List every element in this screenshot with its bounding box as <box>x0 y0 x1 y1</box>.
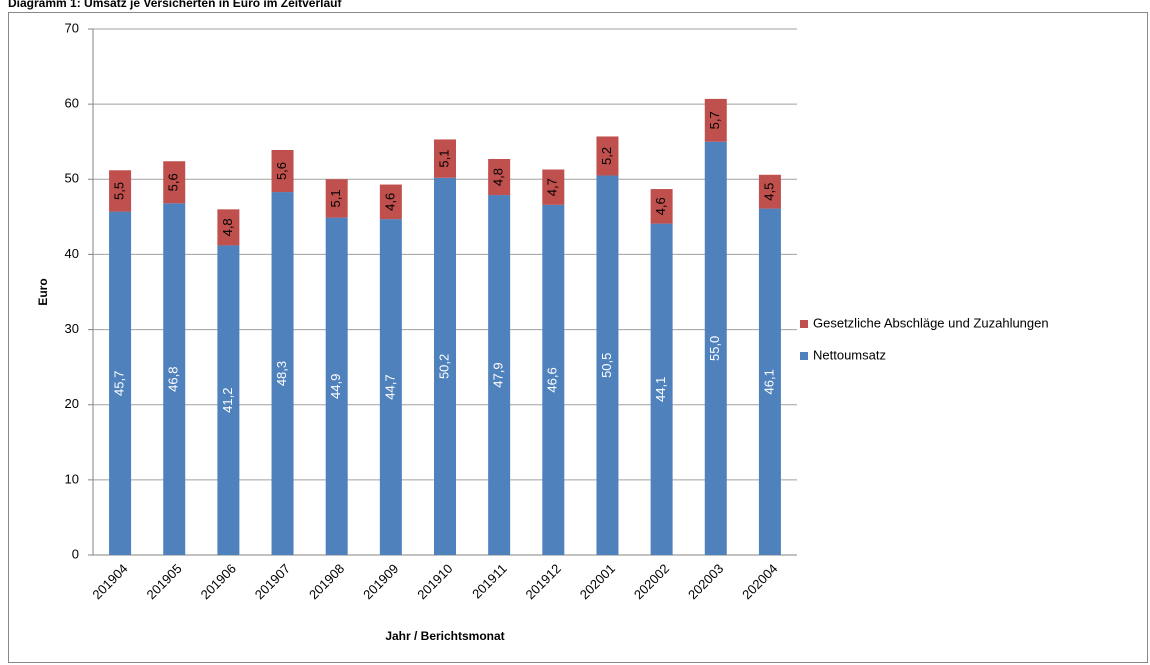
bar-segment <box>488 158 511 196</box>
data-label: 44,9 <box>328 374 343 399</box>
y-tick-label: 50 <box>65 171 79 186</box>
x-tick-label: 201907 <box>252 561 293 602</box>
x-tick-label: 202004 <box>739 561 780 602</box>
x-tick-label: 201908 <box>306 561 347 602</box>
chart-title: Diagramm 1: Umsatz je Versicherten in Eu… <box>8 0 342 10</box>
bar-segment <box>379 219 402 555</box>
bar-segment <box>650 223 673 555</box>
data-label: 5,5 <box>112 182 127 200</box>
data-label: 5,1 <box>328 189 343 207</box>
bar-segment <box>217 209 240 246</box>
legend-label: Gesetzliche Abschläge und Zuzahlungen <box>813 315 1049 330</box>
data-label: 50,2 <box>436 354 451 379</box>
data-label: 46,6 <box>545 367 560 392</box>
x-tick-label: 201911 <box>469 561 510 602</box>
bar-segment <box>109 170 132 212</box>
data-label: 41,2 <box>220 388 235 413</box>
legend-label: Nettoumsatz <box>813 347 886 362</box>
bar-segment <box>379 184 402 220</box>
y-tick-label: 30 <box>65 321 79 336</box>
data-label: 4,8 <box>491 168 506 186</box>
legend-swatch <box>800 320 808 328</box>
data-label: 4,6 <box>382 193 397 211</box>
x-tick-label: 201905 <box>143 561 184 602</box>
bar-segment <box>542 204 565 555</box>
bar-segment <box>271 149 294 193</box>
bar-segment <box>434 177 456 556</box>
y-axis-label: Euro <box>36 278 50 305</box>
data-label: 48,3 <box>274 361 289 386</box>
bar-segment <box>163 161 186 204</box>
data-label: 4,7 <box>545 178 560 196</box>
bar-segment <box>596 136 619 176</box>
bar-segment <box>758 174 781 209</box>
data-label: 5,1 <box>436 150 451 168</box>
x-tick-label: 201906 <box>198 561 239 602</box>
data-label: 50,5 <box>599 353 614 378</box>
bar-segment <box>271 192 294 555</box>
y-tick-label: 70 <box>65 20 79 35</box>
legend-swatch <box>800 352 808 360</box>
y-tick-label: 20 <box>65 396 79 411</box>
data-label: 44,7 <box>382 374 397 399</box>
y-tick-label: 60 <box>65 96 79 111</box>
data-label: 5,7 <box>707 111 722 129</box>
data-label: 44,1 <box>653 377 668 402</box>
bar-segment <box>596 175 619 555</box>
x-tick-label: 201910 <box>414 561 455 602</box>
bar-segment <box>163 203 186 555</box>
y-tick-label: 0 <box>72 546 79 561</box>
bar-segment <box>704 141 727 555</box>
x-tick-label: 202001 <box>577 561 618 602</box>
data-label: 5,6 <box>166 173 181 191</box>
bar-segment <box>650 189 673 224</box>
data-label: 46,8 <box>166 367 181 392</box>
bar-segment <box>758 208 781 555</box>
x-axis-label: Jahr / Berichtsmonat <box>385 629 504 643</box>
y-tick-label: 10 <box>65 471 79 486</box>
data-label: 5,2 <box>599 147 614 165</box>
bar-segment <box>488 195 511 555</box>
y-tick-label: 40 <box>65 246 79 261</box>
x-tick-label: 202003 <box>685 561 726 602</box>
data-label: 4,5 <box>761 183 776 201</box>
bar-segment <box>325 217 348 555</box>
x-tick-label: 201904 <box>89 561 130 602</box>
data-label: 47,9 <box>491 362 506 387</box>
x-tick-label: 202002 <box>631 561 672 602</box>
data-label: 5,6 <box>274 162 289 180</box>
x-tick-label: 201912 <box>523 561 564 602</box>
data-label: 55,0 <box>707 336 722 361</box>
bar-segment <box>325 179 348 218</box>
bar-segment <box>434 139 456 178</box>
bar-segment <box>109 211 132 555</box>
chart-border <box>8 12 1148 663</box>
data-label: 4,6 <box>653 197 668 215</box>
data-label: 46,1 <box>761 369 776 394</box>
bar-segment <box>704 98 727 142</box>
bar-segment <box>542 169 565 205</box>
data-label: 4,8 <box>220 218 235 236</box>
data-label: 45,7 <box>112 371 127 396</box>
bar-segment <box>217 245 240 555</box>
x-tick-label: 201909 <box>360 561 401 602</box>
